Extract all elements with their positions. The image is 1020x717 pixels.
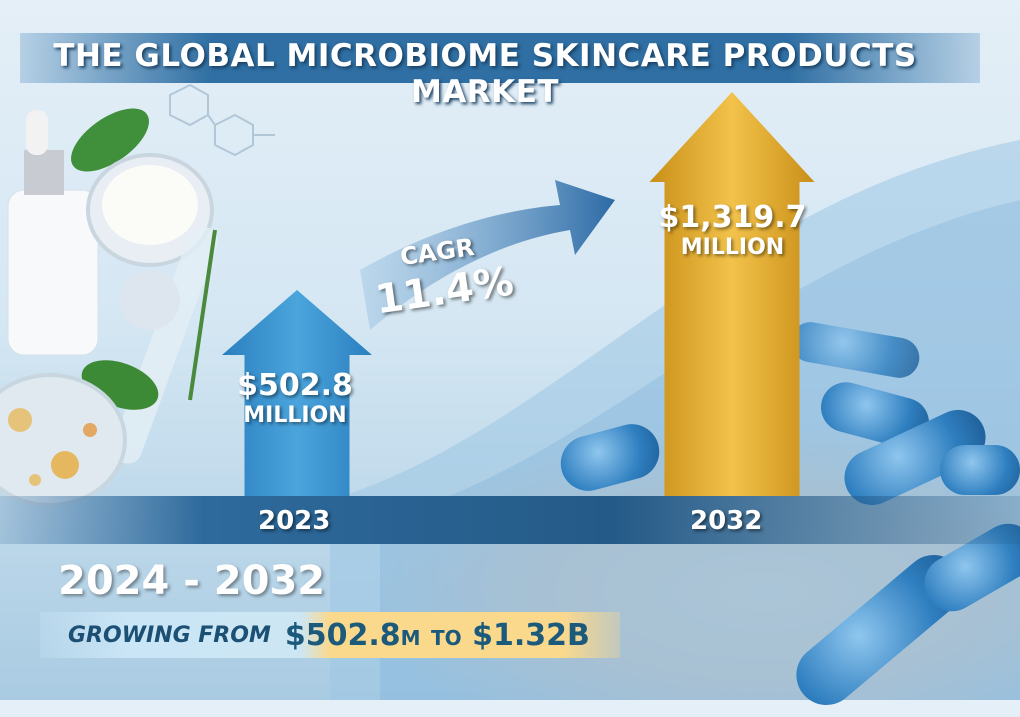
x-tick-label: 2032 bbox=[690, 506, 763, 536]
growth-start: $502.8 bbox=[284, 617, 401, 653]
data-label-2032: $1,319.7 MILLION bbox=[650, 200, 815, 260]
data-label-2023: $502.8 MILLION bbox=[230, 368, 360, 428]
page-title: THE GLOBAL MICROBIOME SKINCARE PRODUCTS … bbox=[53, 38, 917, 110]
growth-end: $1.32B bbox=[472, 617, 590, 653]
cagr-arrow bbox=[360, 180, 615, 330]
data-label-amount: $502.8 bbox=[237, 368, 353, 403]
bar-chart bbox=[222, 92, 815, 496]
skincare-products-illustration bbox=[0, 108, 218, 507]
growth-prefix: GROWING FROM bbox=[68, 622, 271, 648]
bar-2023 bbox=[222, 290, 372, 496]
x-tick-label: 2023 bbox=[258, 506, 331, 536]
bar-2032 bbox=[649, 92, 815, 496]
data-label-unit: MILLION bbox=[680, 235, 785, 260]
data-label-amount: $1,319.7 bbox=[658, 200, 807, 235]
growth-banner: GROWING FROM $502.8M TO $1.32B bbox=[40, 612, 620, 658]
data-label-unit: MILLION bbox=[243, 403, 347, 428]
growth-to: TO bbox=[431, 625, 462, 650]
title-banner bbox=[20, 33, 980, 83]
molecule-icon bbox=[169, 83, 275, 157]
growth-start-unit: M bbox=[400, 625, 421, 650]
chart-baseline-bar bbox=[0, 496, 1020, 544]
bacteria-blob bbox=[940, 445, 1020, 495]
growth-value: $502.8M TO $1.32B bbox=[285, 618, 590, 653]
forecast-period: 2024 - 2032 bbox=[58, 558, 326, 604]
